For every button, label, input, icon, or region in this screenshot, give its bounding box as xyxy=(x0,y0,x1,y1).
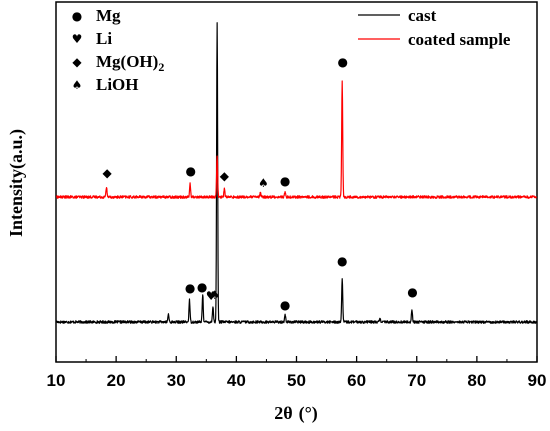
x-tick-label: 50 xyxy=(287,371,306,390)
peak-marker-circle: ● xyxy=(280,298,290,312)
phase-key: ● Mg ♥ Li ◆ Mg(OH)2 ♠ LiOH xyxy=(72,6,165,94)
peak-marker-diamond: ◆ xyxy=(220,169,230,183)
peak-marker-circle: ● xyxy=(185,164,195,178)
x-axis-ticks xyxy=(55,356,538,362)
phase-key-label: Li xyxy=(96,29,112,48)
legend-label: coated sample xyxy=(408,30,511,49)
phase-key-item-heart: ♥ Li xyxy=(72,29,113,48)
peak-marker-circle: ● xyxy=(338,55,348,69)
peak-marker-circle: ● xyxy=(280,174,290,188)
series-line-cast xyxy=(56,22,537,324)
peak-marker-spade: ♠ xyxy=(258,176,269,190)
phase-key-label: Mg xyxy=(96,6,121,25)
peak-marker-spade: ♠ xyxy=(209,288,220,302)
series-layer xyxy=(56,22,537,324)
x-tick-label: 40 xyxy=(227,371,246,390)
phase-key-subscript: 2 xyxy=(158,60,164,74)
x-tick-label: 80 xyxy=(467,371,486,390)
phase-key-item-diamond: ◆ Mg(OH)2 xyxy=(72,52,164,74)
x-axis-tick-labels: 10 20 30 40 50 60 70 80 90 xyxy=(47,371,547,390)
x-tick-label: 20 xyxy=(107,371,126,390)
x-axis-title: 2θ (°) xyxy=(274,403,318,424)
legend: cast coated sample xyxy=(358,6,511,49)
peak-marker-heart: ♥ xyxy=(206,289,217,303)
x-axis-title-main: 2θ xyxy=(274,403,292,423)
diamond-icon: ◆ xyxy=(72,55,82,69)
legend-label: cast xyxy=(408,6,437,25)
legend-item-coated-sample: coated sample xyxy=(358,30,511,49)
phase-key-item-spade: ♠ LiOH xyxy=(72,75,139,94)
x-tick-label: 60 xyxy=(347,371,366,390)
phase-key-label: Mg(OH)2 xyxy=(96,52,164,74)
x-tick-label: 10 xyxy=(47,371,66,390)
phase-key-label: LiOH xyxy=(96,75,139,94)
x-tick-label: 70 xyxy=(407,371,426,390)
peak-marker-circle: ● xyxy=(407,285,417,299)
circle-icon: ● xyxy=(72,9,82,23)
x-tick-label: 90 xyxy=(528,371,547,390)
phase-key-item-circle: ● Mg xyxy=(72,6,121,25)
peak-marker-circle: ● xyxy=(337,254,347,268)
peak-marker-circle: ● xyxy=(197,280,207,294)
peak-marker-circle: ● xyxy=(185,281,195,295)
legend-item-cast: cast xyxy=(358,6,437,25)
y-axis-title: Intensity(a.u.) xyxy=(6,129,27,237)
spade-icon: ♠ xyxy=(72,78,83,92)
x-axis-title-unit: (°) xyxy=(299,403,318,424)
peak-marker-diamond: ◆ xyxy=(102,166,112,180)
series-line-coated-sample xyxy=(56,80,537,199)
x-tick-label: 30 xyxy=(167,371,186,390)
peak-markers: ◆●●◆♠●●●●♥♠●●● xyxy=(102,55,417,312)
heart-icon: ♥ xyxy=(72,32,83,46)
